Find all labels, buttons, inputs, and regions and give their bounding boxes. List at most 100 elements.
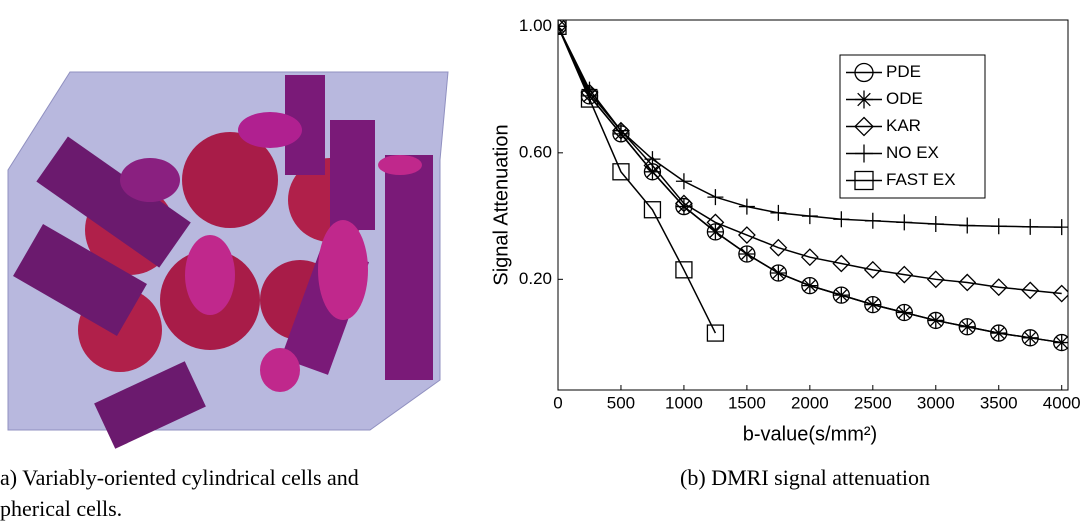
marker bbox=[581, 81, 598, 98]
cap bbox=[238, 112, 302, 148]
cell-render bbox=[7, 71, 449, 449]
marker bbox=[707, 189, 724, 206]
x-tick-label: 500 bbox=[607, 393, 635, 412]
series-line bbox=[558, 25, 1062, 228]
marker bbox=[706, 213, 725, 232]
plot-area bbox=[558, 20, 1068, 352]
marker bbox=[959, 217, 976, 234]
sphere bbox=[182, 132, 278, 228]
y-tick-label: 0.60 bbox=[519, 142, 552, 161]
cylinder bbox=[36, 136, 191, 268]
marker bbox=[1022, 329, 1039, 346]
marker bbox=[863, 260, 882, 279]
y-tick-label: 0.20 bbox=[519, 269, 552, 288]
x-tick-label: 1500 bbox=[728, 393, 766, 412]
marker bbox=[738, 246, 755, 263]
cap bbox=[260, 348, 300, 392]
cap bbox=[318, 220, 368, 320]
plot-frame bbox=[557, 19, 1069, 391]
marker bbox=[864, 212, 881, 229]
marker bbox=[855, 90, 873, 109]
marker bbox=[854, 116, 874, 137]
marker bbox=[1052, 284, 1068, 303]
marker bbox=[855, 144, 873, 163]
marker bbox=[989, 278, 1008, 297]
marker bbox=[706, 324, 725, 342]
marker bbox=[558, 20, 566, 35]
marker bbox=[612, 121, 630, 140]
marker bbox=[833, 211, 850, 228]
marker bbox=[833, 287, 850, 304]
marker bbox=[612, 122, 629, 139]
legend-label: NO EX bbox=[886, 143, 939, 162]
cap bbox=[378, 155, 422, 175]
marker bbox=[927, 215, 944, 232]
marker bbox=[926, 270, 945, 289]
series-line bbox=[558, 26, 1062, 344]
series-line bbox=[558, 26, 1062, 344]
marker bbox=[738, 198, 755, 215]
marker bbox=[770, 204, 787, 221]
marker bbox=[707, 223, 724, 240]
x-tick-label: 2500 bbox=[854, 393, 892, 412]
cylinder bbox=[94, 361, 206, 449]
marker bbox=[864, 296, 881, 313]
marker bbox=[737, 226, 756, 244]
x-axis-label: b-value(s/mm²) bbox=[743, 423, 877, 445]
marker bbox=[644, 151, 661, 168]
legend-label: KAR bbox=[886, 116, 921, 135]
cylinder bbox=[330, 120, 375, 230]
marker bbox=[1053, 334, 1068, 351]
marker bbox=[959, 318, 976, 335]
caption-a-line: a) Variably-oriented cylindrical cells a… bbox=[0, 465, 359, 490]
marker bbox=[927, 312, 944, 329]
marker bbox=[896, 304, 913, 321]
marker bbox=[769, 238, 788, 257]
marker bbox=[1022, 218, 1039, 235]
x-tick-label: 3500 bbox=[980, 393, 1018, 412]
y-axis-label: Signal Attenuation bbox=[490, 124, 512, 285]
cylinder bbox=[13, 224, 147, 336]
series-line bbox=[558, 26, 1062, 295]
marker bbox=[800, 248, 819, 267]
caption-a-line: pherical cells. bbox=[0, 496, 122, 521]
x-tick-label: 1000 bbox=[665, 393, 703, 412]
cap bbox=[120, 158, 180, 202]
marker bbox=[896, 214, 913, 231]
x-tick-label: 0 bbox=[553, 393, 562, 412]
legend-label: PDE bbox=[886, 62, 921, 81]
caption-b: (b) DMRI signal attenuation bbox=[680, 465, 930, 490]
marker bbox=[990, 218, 1007, 235]
marker bbox=[990, 325, 1007, 342]
marker bbox=[958, 273, 977, 292]
marker bbox=[895, 265, 914, 284]
marker bbox=[1053, 219, 1068, 236]
marker bbox=[832, 254, 851, 273]
legend-label: ODE bbox=[886, 89, 923, 108]
x-tick-label: 2000 bbox=[791, 393, 829, 412]
marker bbox=[801, 208, 818, 225]
marker bbox=[612, 163, 630, 181]
cylinder bbox=[385, 155, 433, 380]
marker bbox=[558, 20, 567, 36]
cap bbox=[185, 235, 235, 315]
marker bbox=[675, 261, 693, 279]
x-tick-label: 3000 bbox=[917, 393, 955, 412]
x-tick-label: 4000 bbox=[1043, 393, 1081, 412]
legend-label: FAST EX bbox=[886, 170, 956, 189]
marker bbox=[854, 170, 874, 191]
marker bbox=[675, 198, 692, 215]
marker bbox=[558, 20, 567, 35]
marker bbox=[1021, 281, 1040, 300]
marker bbox=[675, 173, 692, 190]
marker bbox=[770, 264, 787, 281]
marker bbox=[675, 194, 693, 213]
series-line bbox=[558, 26, 717, 334]
marker bbox=[801, 277, 818, 294]
marker bbox=[580, 90, 599, 108]
marker bbox=[854, 62, 874, 83]
y-tick-label: 1.00 bbox=[519, 16, 552, 35]
marker bbox=[643, 201, 662, 219]
marker bbox=[644, 163, 661, 180]
